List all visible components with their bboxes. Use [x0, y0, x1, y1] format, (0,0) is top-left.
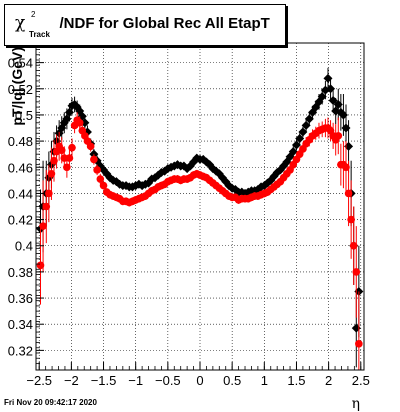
y-axis-label: pT/|q| (GeV): [9, 47, 25, 126]
data-point: [317, 92, 327, 102]
y-tick-label: 0.52: [8, 82, 33, 97]
series-0: [36, 67, 364, 368]
data-point: [99, 181, 108, 190]
title-superscript: 2: [31, 10, 36, 19]
data-point: [50, 156, 58, 165]
x-tick-label: −2.5: [26, 373, 52, 388]
data-point: [45, 189, 53, 198]
data-point: [347, 215, 355, 224]
data-point: [90, 155, 98, 164]
chart-series: [36, 67, 364, 370]
y-tick-label: 0.5: [15, 108, 33, 123]
data-point: [96, 175, 105, 183]
title-text: /NDF for Global Rec All EtapT: [59, 15, 270, 32]
x-tick-label: 0.5: [223, 373, 241, 388]
series-1: [36, 112, 363, 370]
x-tick-label: −1: [128, 373, 143, 388]
chart-title-box: χ 2 Track /NDF for Global Rec All EtapT: [4, 4, 286, 46]
data-point: [288, 147, 298, 157]
data-point: [86, 142, 95, 151]
x-tick-label: 0: [196, 373, 203, 388]
y-tick-label: 0.36: [8, 291, 33, 306]
x-axis-label: η: [352, 396, 360, 412]
data-point: [301, 120, 311, 130]
data-point: [334, 132, 343, 140]
timestamp: Fri Nov 20 09:42:17 2020: [4, 398, 97, 407]
x-tick-label: −1.5: [91, 373, 117, 388]
x-tick-label: 2: [325, 373, 332, 388]
y-tick-label: 0.32: [8, 343, 33, 358]
y-tick-label: 0.4: [15, 239, 33, 254]
data-point: [36, 261, 45, 270]
x-tick-label: −2: [64, 373, 79, 388]
data-point: [75, 118, 84, 127]
y-tick-label: 0.54: [8, 56, 33, 71]
x-tick-label: 1.5: [287, 373, 305, 388]
data-point: [295, 133, 305, 143]
data-point: [344, 189, 353, 198]
axes: −2.5 −2 −1.5 −1 −0.5 0 0.5 1 1.5 2 2.5 0.32 0.34 0.36…: [8, 49, 370, 388]
data-point: [304, 114, 314, 124]
title-chi-symbol: χ: [15, 13, 26, 33]
y-tick-label: 0.42: [8, 213, 33, 228]
data-point: [355, 340, 363, 348]
data-point: [291, 140, 301, 150]
data-point: [93, 166, 101, 174]
data-point: [42, 202, 51, 211]
data-point: [63, 163, 71, 172]
y-tick-label: 0.34: [8, 317, 33, 332]
data-point: [65, 154, 74, 162]
y-tick-label: 0.46: [8, 160, 33, 175]
data-point: [352, 268, 361, 276]
data-point: [349, 241, 358, 250]
x-tick-label: 1: [261, 373, 268, 388]
x-tick-label: −0.5: [155, 373, 181, 388]
data-point: [47, 170, 56, 178]
data-point: [298, 127, 308, 137]
title-subscript: Track: [29, 30, 50, 39]
data-point: [39, 222, 47, 230]
y-tick-label: 0.44: [8, 186, 33, 201]
chart-title: χ 2 Track /NDF for Global Rec All EtapT: [15, 10, 270, 39]
data-point: [57, 146, 66, 155]
data-point: [342, 163, 350, 172]
y-tick-label: 0.38: [8, 265, 33, 280]
x-tick-label: 2.5: [352, 373, 370, 388]
data-point: [68, 143, 76, 152]
y-tick-label: 0.48: [8, 134, 33, 149]
